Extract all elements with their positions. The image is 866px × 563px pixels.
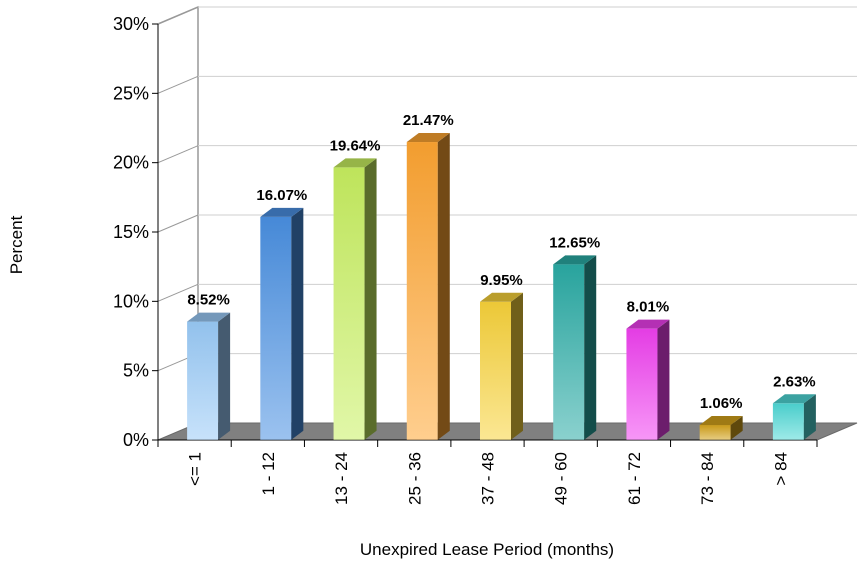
bar-top (772, 394, 816, 404)
bar-side (584, 255, 597, 440)
y-tick-label: 0% (123, 430, 149, 450)
data-label: 19.64% (330, 137, 381, 154)
data-labels: 8.52% 16.07% 19.64% 21.47% 9.95% 12.65% 8.01% 1… (187, 112, 815, 412)
y-tick-label: 30% (113, 14, 149, 34)
data-label: 9.95% (480, 272, 523, 289)
bar-top (626, 319, 670, 329)
bar-side (657, 319, 670, 440)
data-label: 21.47% (403, 112, 454, 129)
x-tick-label: 13 - 24 (332, 452, 351, 505)
bar-side (803, 394, 816, 440)
side-gridline (157, 75, 199, 94)
bar-side (291, 207, 304, 440)
y-axis-title: Percent (7, 215, 26, 274)
x-axis-title: Unexpired Lease Period (months) (360, 540, 614, 559)
data-label: 16.07% (256, 187, 307, 204)
x-tick-label: 73 - 84 (698, 452, 717, 505)
side-gridline (157, 283, 199, 302)
x-tick-label: 61 - 72 (625, 452, 644, 505)
bar-side (437, 133, 450, 440)
bar (187, 312, 231, 440)
bar-front (553, 264, 585, 440)
bar-top (699, 416, 743, 426)
y-axis-ticks: 0% 5% 10% 15% 20% 25% 30% (113, 14, 159, 450)
bar (260, 207, 304, 440)
bar-front (480, 301, 511, 440)
side-gridline (157, 145, 199, 164)
bar (406, 133, 450, 440)
bar (333, 158, 377, 440)
bar (699, 416, 743, 440)
bar (626, 319, 670, 440)
x-tick-label: <= 1 (186, 452, 205, 486)
bar-side (511, 292, 523, 440)
bar (480, 292, 523, 440)
bar-top (260, 207, 304, 217)
bar-front (626, 328, 658, 440)
bar-front (260, 216, 292, 440)
x-tick-label: 37 - 48 (479, 452, 498, 505)
x-tick-label: 1 - 12 (259, 452, 278, 495)
side-gridline (157, 6, 199, 25)
y-tick-label: 20% (113, 153, 149, 173)
data-label: 12.65% (549, 234, 600, 251)
gridlines (157, 6, 857, 372)
x-axis-ticks: <= 1 1 - 12 13 - 24 25 - 36 37 - 48 49 - 60 61… (157, 439, 818, 505)
data-label: 1.06% (700, 395, 743, 412)
bar-top (333, 158, 377, 168)
bar-front (187, 321, 219, 440)
x-tick-label: 49 - 60 (552, 452, 571, 505)
side-gridline (157, 214, 199, 233)
bar-top (187, 312, 231, 322)
bar-front (406, 142, 438, 440)
bar-front (699, 425, 731, 440)
bar-front (333, 167, 365, 440)
bar-top (553, 255, 597, 265)
x-tick-label: 25 - 36 (405, 452, 424, 505)
y-tick-label: 10% (113, 291, 149, 311)
bar-top (480, 292, 523, 302)
bar (553, 255, 597, 440)
bar-side (364, 158, 377, 440)
y-tick-label: 15% (113, 222, 149, 242)
y-tick-label: 25% (113, 83, 149, 103)
data-label: 8.01% (627, 299, 670, 316)
y-tick-label: 5% (123, 361, 149, 381)
data-label: 2.63% (773, 373, 816, 390)
bar-top (406, 133, 450, 143)
x-tick-label: > 84 (771, 452, 790, 486)
bar (772, 394, 816, 440)
bar-side (218, 312, 231, 440)
bars (187, 133, 816, 440)
bar-front (772, 403, 804, 440)
bar-side (730, 416, 743, 440)
data-label: 8.52% (187, 292, 230, 309)
